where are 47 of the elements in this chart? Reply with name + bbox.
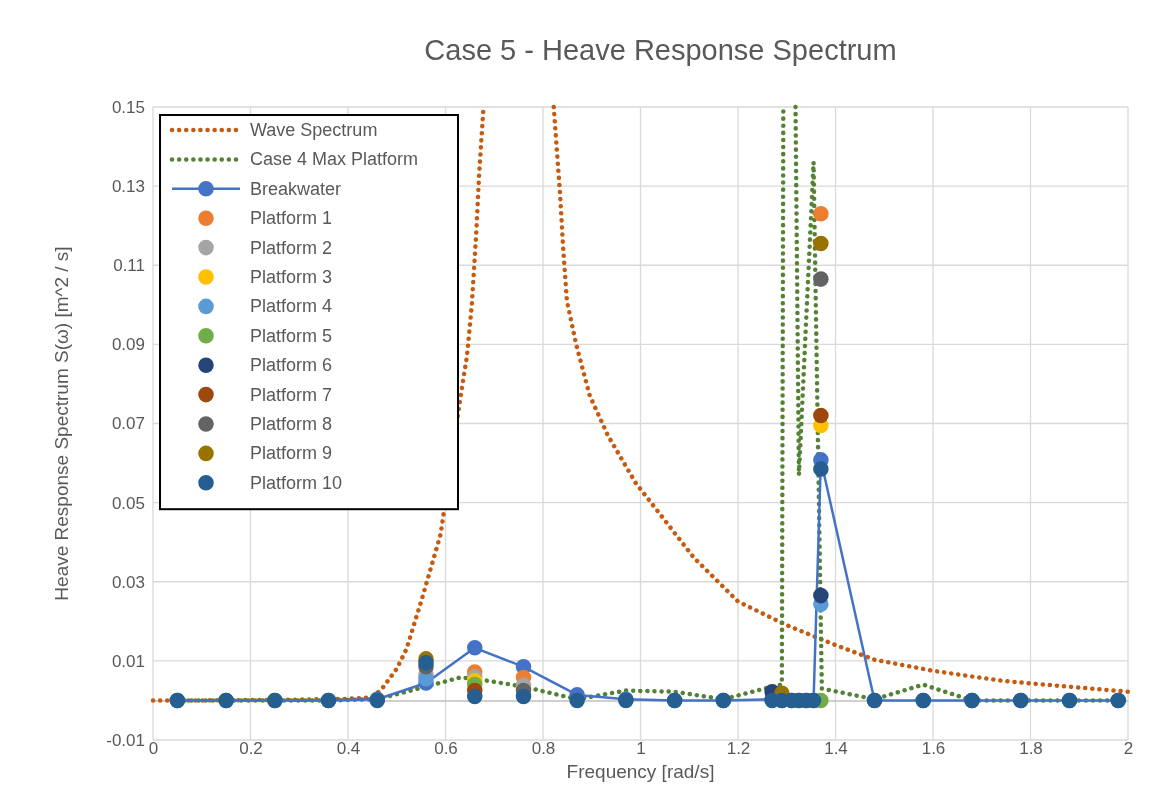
- y-tick-label: 0.11: [113, 256, 145, 276]
- point: [466, 688, 483, 705]
- x-tick-label: 1.2: [726, 739, 751, 759]
- point: [813, 206, 829, 222]
- legend-label: Wave Spectrum: [250, 120, 378, 140]
- legend-label: Platform 3: [250, 267, 333, 287]
- point: [813, 461, 829, 477]
- y-tick-label: 0.05: [111, 493, 145, 513]
- point: [569, 692, 585, 709]
- legend-label: Case 4 Max Platform: [250, 149, 419, 170]
- y-tick-label: 0.03: [111, 572, 145, 592]
- point: [466, 640, 483, 656]
- legend-label: Platform 8: [250, 414, 333, 434]
- x-tick-label: 0.4: [336, 739, 361, 759]
- x-tick-label: 0.2: [239, 739, 263, 759]
- legend-label: Platform 7: [250, 384, 333, 405]
- y-tick-label: 0.07: [111, 414, 145, 434]
- legend-label: Platform 6: [250, 355, 333, 376]
- y-tick-label: 0.01: [111, 651, 145, 671]
- x-tick-label: 0: [148, 739, 159, 759]
- legend-label: Platform 9: [250, 443, 333, 464]
- legend-label: Platform 10: [250, 472, 343, 493]
- y-tick-label: -0.01: [106, 730, 145, 750]
- x-axis-title: Frequency [rad/s]: [566, 761, 715, 782]
- y-tick-label: 0.13: [111, 177, 145, 197]
- chart-title: Case 5 - Heave Response Spectrum: [424, 34, 897, 66]
- x-tick-label: 1.4: [824, 739, 848, 759]
- y-tick-label: 0.09: [111, 335, 145, 355]
- point: [813, 235, 829, 252]
- x-tick-label: 0.6: [434, 739, 458, 759]
- point: [515, 688, 532, 705]
- point: [813, 271, 829, 287]
- x-tick-label: 2: [1123, 739, 1134, 759]
- x-tick-label: 1.8: [1019, 739, 1043, 759]
- x-tick-label: 0.8: [531, 739, 556, 759]
- legend-label: Platform 5: [250, 325, 333, 346]
- y-axis-title: Heave Response Spectrum S(ω) [m^2 / s]: [51, 246, 72, 601]
- point: [418, 655, 434, 671]
- point: [813, 587, 829, 604]
- x-tick-label: 1: [636, 739, 646, 759]
- legend-label: Platform 4: [250, 296, 333, 317]
- x-tick-label: 1.6: [921, 739, 946, 759]
- y-tick-label: 0.15: [111, 97, 145, 117]
- legend-label: Platform 2: [250, 237, 333, 258]
- point: [813, 407, 829, 424]
- legend-label: Breakwater: [250, 178, 342, 199]
- legend-label: Platform 1: [250, 208, 333, 229]
